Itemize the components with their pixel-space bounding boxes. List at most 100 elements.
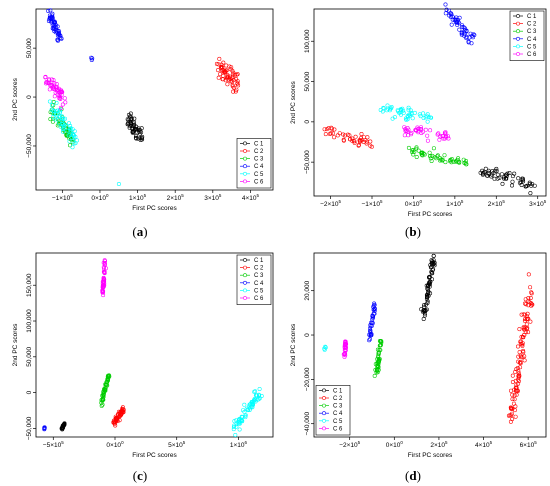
data-point xyxy=(58,89,63,94)
data-point xyxy=(221,73,226,78)
data-point xyxy=(62,116,67,121)
x-tick-label: −5×105 xyxy=(43,440,64,449)
data-point xyxy=(100,289,105,294)
legend-marker xyxy=(243,288,247,293)
data-point xyxy=(68,126,73,131)
data-point xyxy=(341,138,346,143)
data-point xyxy=(56,30,61,35)
data-point xyxy=(322,347,327,352)
data-point xyxy=(68,143,73,148)
data-point xyxy=(219,64,224,69)
data-point xyxy=(451,159,456,164)
data-point xyxy=(350,138,355,143)
legend-marker xyxy=(243,280,247,285)
legend-marker xyxy=(516,14,520,18)
data-point xyxy=(128,121,133,126)
data-point xyxy=(422,304,427,309)
data-point xyxy=(497,175,502,180)
legend-marker xyxy=(243,156,247,161)
plot-frame xyxy=(35,8,274,191)
legend-marker xyxy=(516,29,520,34)
data-point xyxy=(425,300,430,305)
data-point xyxy=(58,105,63,110)
data-point xyxy=(224,63,229,68)
data-point xyxy=(429,277,434,282)
data-point xyxy=(368,329,373,334)
data-point xyxy=(89,55,94,60)
data-point xyxy=(101,269,106,274)
data-point xyxy=(253,389,258,394)
data-point xyxy=(423,127,428,132)
data-point xyxy=(56,120,61,125)
data-point xyxy=(425,133,430,138)
data-point xyxy=(439,157,444,162)
data-point xyxy=(51,114,56,119)
legend: C 1C 2C 3C 4C 5C 6 xyxy=(236,254,272,305)
data-point xyxy=(414,145,419,150)
data-point xyxy=(444,7,449,12)
data-point xyxy=(489,174,494,179)
data-point xyxy=(461,157,466,162)
data-point xyxy=(126,117,131,122)
data-point xyxy=(48,83,53,88)
data-point xyxy=(101,392,106,397)
data-point xyxy=(402,125,407,130)
data-point xyxy=(410,150,415,155)
y-tick-label: 0 xyxy=(26,95,33,99)
legend-entry: C 2 xyxy=(254,149,264,155)
data-point xyxy=(228,79,233,84)
legend-entry: C 4 xyxy=(333,411,343,417)
data-point xyxy=(242,409,247,414)
data-point xyxy=(421,303,426,308)
data-point xyxy=(480,172,485,177)
data-point xyxy=(517,327,522,332)
data-point xyxy=(231,427,236,432)
data-point xyxy=(369,333,374,338)
data-point xyxy=(529,290,534,295)
data-point xyxy=(377,357,382,362)
data-point xyxy=(48,117,53,122)
data-point xyxy=(483,166,488,171)
x-tick-label: 3×105 xyxy=(529,199,547,208)
data-point xyxy=(101,283,106,288)
series-c-2 xyxy=(322,125,374,149)
data-point xyxy=(466,39,471,44)
data-point xyxy=(332,135,337,140)
data-point xyxy=(510,392,515,397)
data-point xyxy=(431,253,436,258)
data-point xyxy=(425,299,430,304)
data-point xyxy=(112,420,117,425)
data-point xyxy=(421,116,426,121)
series-c-5 xyxy=(231,386,264,437)
data-point xyxy=(120,409,125,414)
data-point xyxy=(448,15,453,20)
data-point xyxy=(425,286,430,291)
y-tick-label: 100,000 xyxy=(304,29,311,53)
legend-marker xyxy=(322,418,326,423)
x-tick-label: −1×105 xyxy=(362,199,383,208)
legend-entry: C 2 xyxy=(254,266,264,272)
data-point xyxy=(462,33,467,38)
series-c-4 xyxy=(367,301,377,343)
data-point xyxy=(48,16,53,21)
legend: C 1C 2C 3C 4C 5C 6 xyxy=(315,385,351,436)
data-point xyxy=(402,133,407,138)
data-point xyxy=(46,9,51,14)
data-point xyxy=(422,313,427,318)
data-point xyxy=(335,133,340,138)
data-point xyxy=(401,110,406,115)
data-point xyxy=(381,106,386,111)
data-point xyxy=(526,299,531,304)
data-point xyxy=(60,90,65,95)
data-point xyxy=(529,183,534,188)
data-point xyxy=(89,57,94,62)
data-point xyxy=(443,160,448,165)
legend-marker xyxy=(516,36,520,41)
data-point xyxy=(506,413,511,418)
data-point xyxy=(384,108,389,113)
data-point xyxy=(522,332,527,337)
data-point xyxy=(243,415,248,420)
data-point xyxy=(372,373,377,378)
data-point xyxy=(53,117,58,122)
data-point xyxy=(450,14,455,19)
